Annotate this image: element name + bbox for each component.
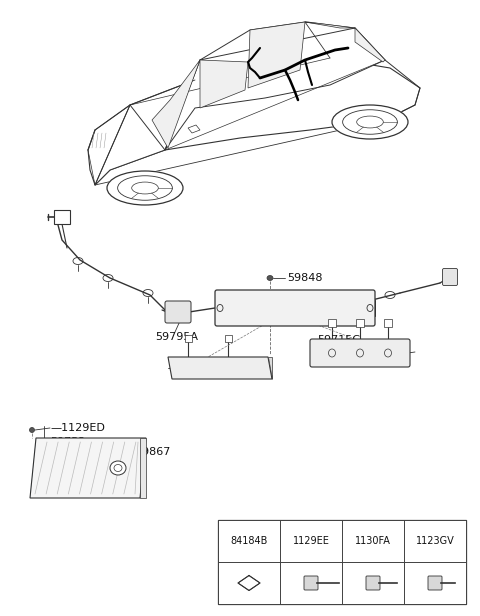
Text: 59700B: 59700B <box>287 291 330 301</box>
Polygon shape <box>200 60 248 108</box>
Text: 59848: 59848 <box>287 273 323 283</box>
Polygon shape <box>355 28 385 62</box>
Bar <box>280 520 342 562</box>
FancyBboxPatch shape <box>304 576 318 590</box>
Bar <box>328 319 336 327</box>
Polygon shape <box>268 357 272 379</box>
Text: 84184B: 84184B <box>230 536 268 546</box>
Bar <box>280 562 342 604</box>
FancyBboxPatch shape <box>428 576 442 590</box>
Polygon shape <box>88 58 420 185</box>
Ellipse shape <box>29 428 35 432</box>
Bar <box>342 562 404 604</box>
Polygon shape <box>30 438 146 498</box>
Polygon shape <box>215 300 225 316</box>
Polygon shape <box>365 300 375 316</box>
Ellipse shape <box>110 461 126 475</box>
FancyBboxPatch shape <box>443 269 457 285</box>
Bar <box>218 520 280 562</box>
Polygon shape <box>152 60 200 148</box>
Bar <box>185 335 192 342</box>
Bar <box>356 319 364 327</box>
Bar <box>54 210 70 224</box>
Text: 59795A: 59795A <box>155 332 198 342</box>
Text: 59752: 59752 <box>50 437 85 447</box>
Text: 59716C: 59716C <box>195 367 238 377</box>
Polygon shape <box>168 357 272 379</box>
Ellipse shape <box>332 105 408 139</box>
Polygon shape <box>305 22 355 28</box>
Bar <box>218 562 280 604</box>
Polygon shape <box>30 438 146 498</box>
Bar <box>342 520 404 562</box>
Bar <box>404 520 466 562</box>
Text: 59867: 59867 <box>135 447 170 457</box>
Text: 1129EE: 1129EE <box>293 536 329 546</box>
Polygon shape <box>188 125 200 133</box>
Ellipse shape <box>107 171 183 205</box>
Polygon shape <box>140 438 146 498</box>
Text: —1129ED: —1129ED <box>50 423 105 433</box>
FancyBboxPatch shape <box>310 339 410 367</box>
Bar <box>384 319 392 327</box>
Bar <box>225 335 232 342</box>
Polygon shape <box>95 105 165 185</box>
Polygon shape <box>165 22 385 150</box>
Bar <box>404 562 466 604</box>
FancyBboxPatch shape <box>366 576 380 590</box>
Ellipse shape <box>267 275 273 280</box>
Text: 1130FA: 1130FA <box>355 536 391 546</box>
Text: 59715C: 59715C <box>317 335 360 345</box>
FancyBboxPatch shape <box>165 301 191 323</box>
Text: 1123GV: 1123GV <box>416 536 455 546</box>
Polygon shape <box>248 22 305 88</box>
Polygon shape <box>238 575 260 591</box>
FancyBboxPatch shape <box>215 290 375 326</box>
Bar <box>218 520 466 604</box>
